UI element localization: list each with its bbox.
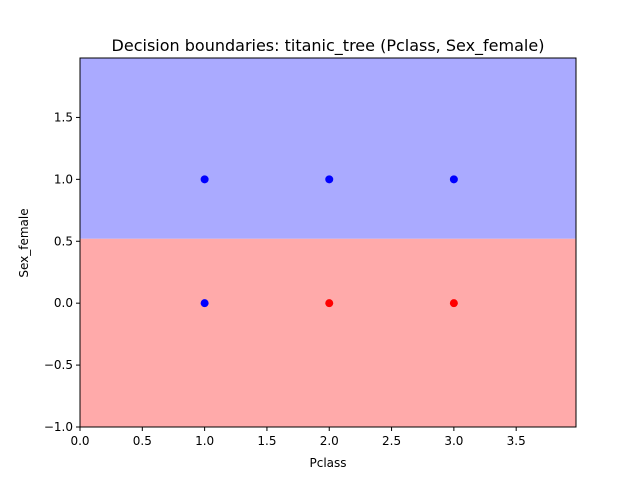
data-points xyxy=(200,175,458,308)
y-tick-label: 0.5 xyxy=(54,234,73,248)
data-point xyxy=(449,175,458,184)
data-point xyxy=(449,299,458,308)
x-tick-label: 3.0 xyxy=(444,434,463,448)
x-tick-label: 2.5 xyxy=(382,434,401,448)
y-axis-ticks: −1.0 −0.5 0.0 0.5 1.0 1.5 xyxy=(44,110,80,434)
chart-title: Decision boundaries: titanic_tree (Pclas… xyxy=(112,36,545,56)
region-lower xyxy=(80,238,576,427)
data-point xyxy=(325,299,334,308)
x-tick-label: 2.0 xyxy=(320,434,339,448)
decision-regions xyxy=(80,58,576,427)
y-tick-label: −0.5 xyxy=(44,358,73,372)
x-tick-label: 1.5 xyxy=(257,434,276,448)
x-axis-ticks: 0.0 0.5 1.0 1.5 2.0 2.5 3.0 3.5 xyxy=(70,427,526,448)
data-point xyxy=(200,175,209,184)
y-axis-label: Sex_female xyxy=(17,208,31,277)
x-tick-label: 1.0 xyxy=(195,434,214,448)
plot-frame xyxy=(79,57,577,428)
y-tick-label: −1.0 xyxy=(44,420,73,434)
x-tick-label: 0.5 xyxy=(133,434,152,448)
y-tick-label: 1.5 xyxy=(54,110,73,124)
x-tick-label: 0.0 xyxy=(70,434,89,448)
x-tick-label: 3.5 xyxy=(507,434,526,448)
data-point xyxy=(325,175,334,184)
y-tick-label: 0.0 xyxy=(54,296,73,310)
y-tick-label: 1.0 xyxy=(54,172,73,186)
x-axis-label: Pclass xyxy=(309,456,346,470)
data-point xyxy=(200,299,209,308)
region-upper xyxy=(80,58,576,239)
